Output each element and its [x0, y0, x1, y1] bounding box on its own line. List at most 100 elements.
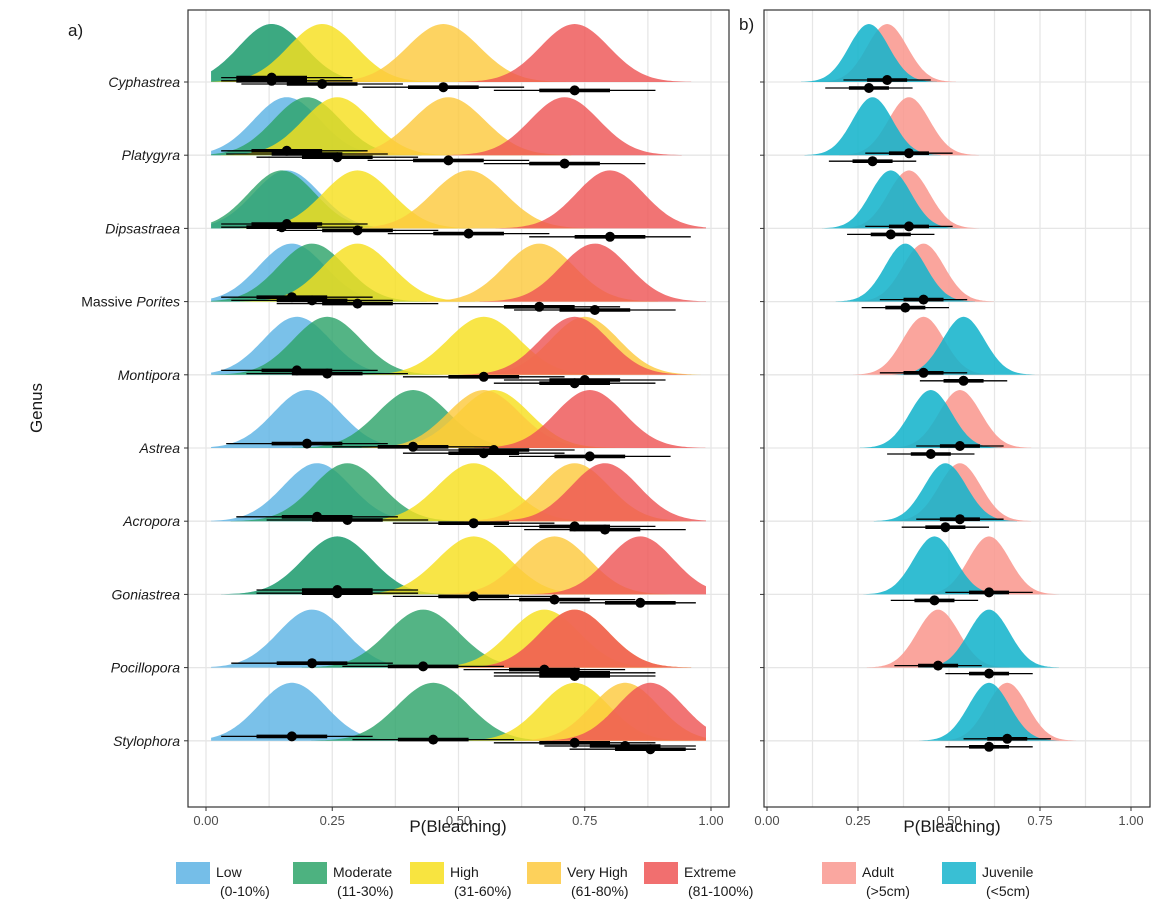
- legend-sublabel: (0-10%): [220, 883, 270, 899]
- ridge-high: [351, 463, 597, 522]
- x-tick-label: 0.00: [754, 813, 779, 828]
- ridge-juvenile: [892, 316, 1035, 375]
- median-point: [569, 85, 580, 96]
- median-point: [984, 587, 995, 598]
- panel-b-x-ticks: 0.00 0.25 0.50 0.75 1.00: [754, 807, 1144, 828]
- median-point: [885, 229, 896, 240]
- panel-a-x-ticks: 0.00 0.25 0.50 0.75 1.00: [193, 807, 724, 828]
- median-point: [478, 371, 489, 382]
- median-point: [918, 294, 929, 305]
- genus-label: Acropora: [122, 513, 180, 529]
- legend-key-juvenile: [942, 862, 976, 884]
- median-point: [428, 734, 439, 745]
- ridge-juvenile: [804, 97, 941, 156]
- ridge-extreme: [479, 243, 706, 302]
- legend-key-low: [176, 862, 210, 884]
- panel-a-x-axis-title: P(Bleaching): [409, 817, 506, 836]
- genus-label: Stylophora: [113, 733, 180, 749]
- median-point: [984, 668, 995, 679]
- panel-b-intervals: [825, 75, 1051, 752]
- x-tick-label: 1.00: [1118, 813, 1143, 828]
- median-point: [903, 148, 914, 159]
- legend-sublabel: (>5cm): [866, 883, 910, 899]
- ridge-very-high: [320, 24, 566, 82]
- median-point: [418, 661, 429, 672]
- panel-b: b) 0.00 0.25 0.50 0.75 1.00 P(Bleaching): [739, 9, 1151, 836]
- ridge-low: [211, 682, 406, 741]
- ridge-extreme: [538, 682, 706, 741]
- median-point: [599, 524, 610, 535]
- x-tick-label: 0.75: [572, 813, 597, 828]
- ridge-high: [211, 24, 438, 82]
- legend-key-very-high: [527, 862, 561, 884]
- ridge-adult: [853, 316, 994, 375]
- legend-label: Extreme: [684, 864, 736, 880]
- median-point: [307, 658, 318, 669]
- panel-b-frame: [763, 9, 1151, 808]
- median-point: [569, 378, 580, 389]
- median-point: [266, 75, 277, 86]
- ridge-moderate: [230, 463, 465, 522]
- median-point: [468, 591, 479, 602]
- median-point: [1002, 733, 1013, 744]
- ridge-juvenile: [835, 243, 975, 302]
- ridge-juvenile: [801, 24, 937, 82]
- legend-key-high: [410, 862, 444, 884]
- median-point: [863, 83, 874, 93]
- y-axis-title: Genus: [27, 383, 46, 433]
- median-point: [352, 298, 363, 309]
- median-point: [332, 588, 343, 599]
- x-tick-label: 0.75: [1027, 813, 1052, 828]
- ridge-very-high: [325, 97, 572, 156]
- median-point: [882, 75, 893, 85]
- ridge-juvenile: [919, 609, 1059, 668]
- ridge-extreme: [490, 463, 706, 522]
- median-point: [929, 595, 940, 606]
- ridge-extreme: [495, 170, 706, 229]
- ridge-extreme: [458, 316, 692, 375]
- genus-label: Platygyra: [122, 147, 181, 163]
- ridge-juvenile: [859, 390, 1002, 448]
- ridge-adult: [919, 536, 1059, 595]
- ridge-very-high: [436, 536, 673, 595]
- median-point: [286, 731, 297, 742]
- x-tick-label: 0.25: [845, 813, 870, 828]
- panel-a-intervals: [221, 72, 696, 755]
- panel-b-x-axis-title: P(Bleaching): [903, 817, 1000, 836]
- x-tick-label: 0.50: [446, 813, 471, 828]
- median-point: [903, 221, 914, 232]
- panel-b-y-ticks: [760, 81, 764, 742]
- ridge-moderate: [292, 390, 534, 448]
- legend-key-moderate: [293, 862, 327, 884]
- x-tick-label: 0.25: [320, 813, 345, 828]
- legend-label: High: [450, 864, 479, 880]
- median-point: [408, 441, 419, 452]
- ridge-moderate: [211, 170, 395, 229]
- ridge-juvenile: [919, 682, 1059, 741]
- median-point: [584, 451, 595, 462]
- panel-a-label: a): [68, 21, 83, 40]
- median-point: [605, 231, 615, 242]
- ridge-high: [240, 170, 475, 229]
- ridge-moderate: [301, 609, 545, 668]
- median-point: [900, 302, 911, 313]
- x-tick-label: 0.50: [936, 813, 961, 828]
- median-point: [954, 441, 965, 451]
- ridge-juvenile: [821, 170, 960, 229]
- ridge-high: [458, 682, 692, 741]
- legend-key-extreme: [644, 862, 678, 884]
- median-point: [302, 438, 312, 449]
- ridge-extreme: [447, 97, 682, 156]
- legend-label: Moderate: [333, 864, 392, 880]
- ridge-extreme: [458, 24, 692, 82]
- ridge-adult: [839, 97, 979, 156]
- legend-sublabel: (61-80%): [571, 883, 629, 899]
- median-point: [645, 744, 656, 755]
- ridge-very-high: [420, 243, 658, 302]
- panel-b-label: b): [739, 15, 754, 34]
- legend-sublabel: (<5cm): [986, 883, 1030, 899]
- ridge-moderate: [211, 316, 443, 375]
- median-point: [958, 375, 969, 386]
- genus-label: Cyphastrea: [108, 74, 180, 90]
- legend-label: Low: [216, 864, 243, 880]
